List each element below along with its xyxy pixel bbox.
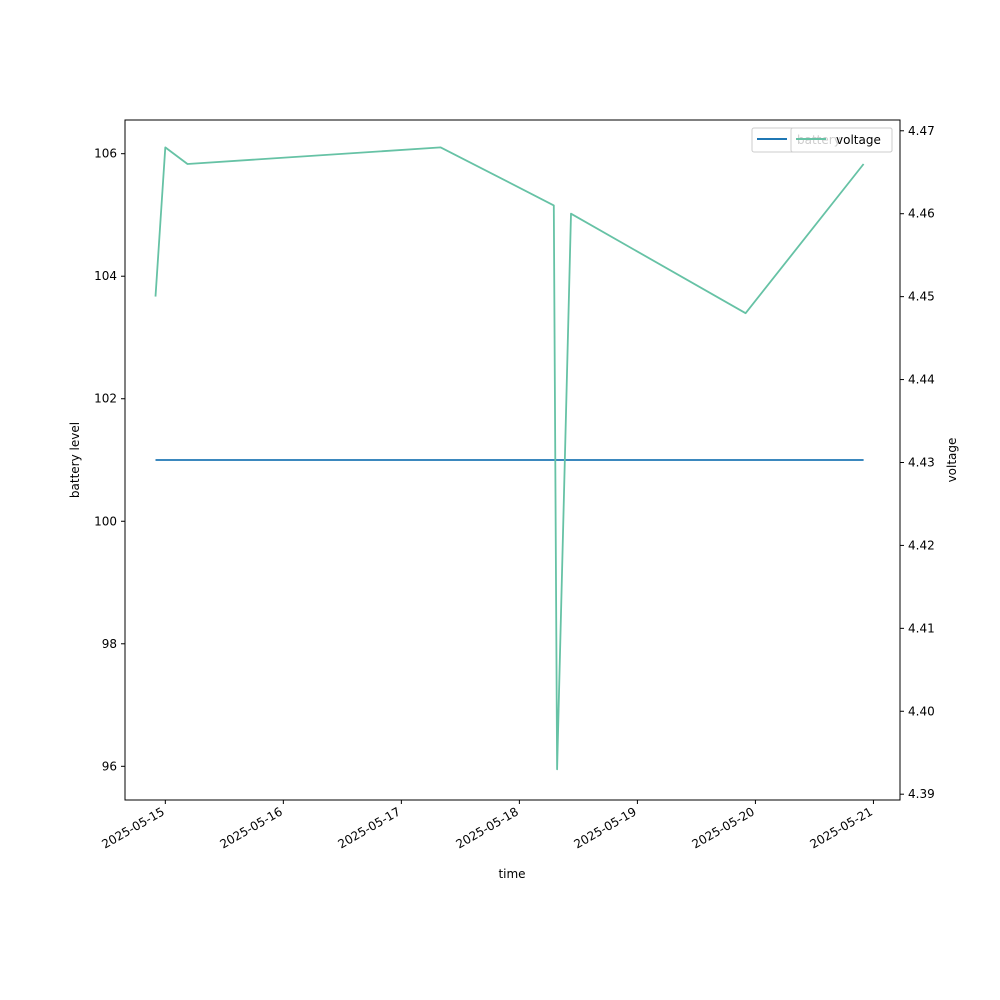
right-y-tick-label: 4.39 bbox=[908, 787, 935, 801]
right-y-tick-label: 4.40 bbox=[908, 704, 935, 718]
right-y-tick-label: 4.47 bbox=[908, 124, 935, 138]
right-y-tick-label: 4.46 bbox=[908, 207, 935, 221]
right-y-tick-label: 4.43 bbox=[908, 455, 935, 469]
x-tick-label: 2025-05-20 bbox=[690, 804, 757, 851]
x-tick-label: 2025-05-15 bbox=[99, 804, 166, 851]
right-y-tick-label: 4.41 bbox=[908, 621, 935, 635]
left-y-axis-title: battery level bbox=[68, 422, 82, 498]
right-y-tick-label: 4.45 bbox=[908, 290, 935, 304]
x-tick-label: 2025-05-19 bbox=[571, 804, 638, 851]
right-y-axis-title: voltage bbox=[945, 438, 959, 483]
left-y-axis: 96 98 100 102 104 106 bbox=[94, 147, 125, 773]
series-line-voltage bbox=[154, 146, 865, 771]
left-y-tick-label: 100 bbox=[94, 514, 117, 528]
x-tick-label: 2025-05-16 bbox=[217, 804, 284, 851]
right-y-tick-label: 4.44 bbox=[908, 373, 935, 387]
left-y-tick-label: 102 bbox=[94, 392, 117, 406]
legend-voltage: voltage bbox=[790, 127, 893, 153]
plot-frame bbox=[124, 119, 901, 801]
legend-voltage-label: voltage bbox=[836, 133, 881, 147]
left-y-tick-label: 98 bbox=[102, 637, 117, 651]
left-y-tick-label: 96 bbox=[102, 759, 117, 773]
right-y-axis: 4.39 4.40 4.41 4.42 4.43 4.44 4.45 4.46 4.47 bbox=[900, 124, 935, 801]
x-tick-label: 2025-05-18 bbox=[453, 804, 520, 851]
left-y-tick-label: 106 bbox=[94, 147, 117, 161]
x-tick-label: 2025-05-17 bbox=[335, 804, 402, 851]
x-axis-title: time bbox=[498, 867, 525, 881]
legend-voltage-box bbox=[790, 127, 893, 153]
x-tick-label: 2025-05-21 bbox=[808, 804, 875, 851]
right-y-tick-label: 4.42 bbox=[908, 538, 935, 552]
series-layer bbox=[154, 146, 865, 771]
x-axis: 2025-05-15 2025-05-16 2025-05-17 2025-05-18… bbox=[99, 800, 875, 851]
left-y-tick-label: 104 bbox=[94, 269, 117, 283]
